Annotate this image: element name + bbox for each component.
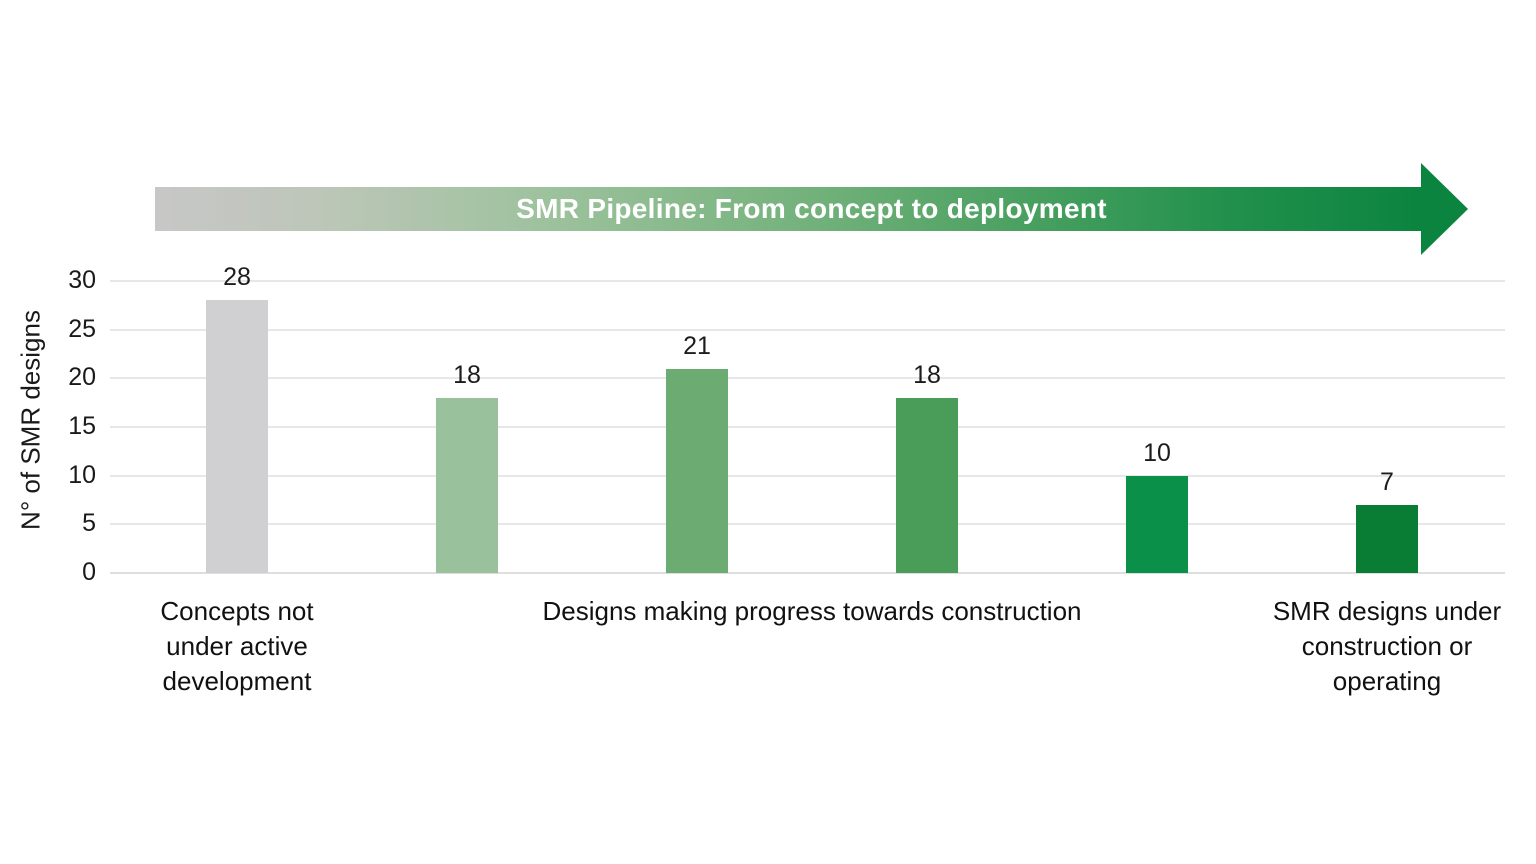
bar-value-label: 10 [1143, 438, 1171, 467]
bar [436, 397, 498, 573]
gridline [110, 474, 1505, 477]
y-axis-title: N° of SMR designs [15, 310, 46, 530]
y-tick-label: 5 [82, 509, 96, 538]
bar [666, 368, 728, 573]
category-label-line: development [162, 666, 312, 696]
gridline [110, 377, 1505, 380]
pipeline-arrow-shaft: SMR Pipeline: From concept to deployment [155, 187, 1422, 231]
category-label-line: under active [166, 631, 308, 661]
gridline [110, 280, 1505, 282]
bar [206, 300, 268, 573]
y-tick-label: 10 [68, 460, 96, 489]
category-label-line: SMR designs under [1272, 596, 1502, 626]
category-label-line: Designs making progress towards construc… [542, 596, 1082, 626]
bar-value-label: 18 [453, 360, 481, 389]
pipeline-arrow-head-icon [1421, 163, 1468, 255]
y-tick-label: 0 [82, 557, 96, 586]
category-label: Concepts not under active development [160, 594, 313, 699]
bar-value-label: 21 [683, 331, 711, 360]
bar [1356, 504, 1418, 573]
bar [1126, 475, 1188, 573]
plot-area: 0 5 10 15 20 25 30 28 18 21 18 10 7 [68, 263, 1505, 586]
category-label: Designs making progress towards construc… [542, 594, 1081, 629]
gridline [110, 328, 1505, 331]
y-tick-label: 25 [68, 314, 96, 343]
y-tick-label: 30 [68, 265, 96, 294]
category-label-line: operating [1332, 666, 1442, 696]
bar [896, 397, 958, 573]
y-tick-label: 20 [68, 363, 96, 392]
category-label: SMR designs under construction or operatin… [1273, 594, 1501, 699]
bar-value-label: 7 [1380, 467, 1394, 496]
gridline [110, 523, 1505, 526]
y-tick-label: 15 [68, 411, 96, 440]
chart-title: SMR Pipeline: From concept to deployment [516, 193, 1107, 224]
gridline [110, 572, 1505, 574]
category-label-line: construction or [1301, 631, 1473, 661]
gridline [110, 426, 1505, 428]
bar-value-label: 28 [223, 263, 251, 292]
bar-value-label: 18 [913, 360, 941, 389]
category-label-line: Concepts not [160, 596, 314, 626]
